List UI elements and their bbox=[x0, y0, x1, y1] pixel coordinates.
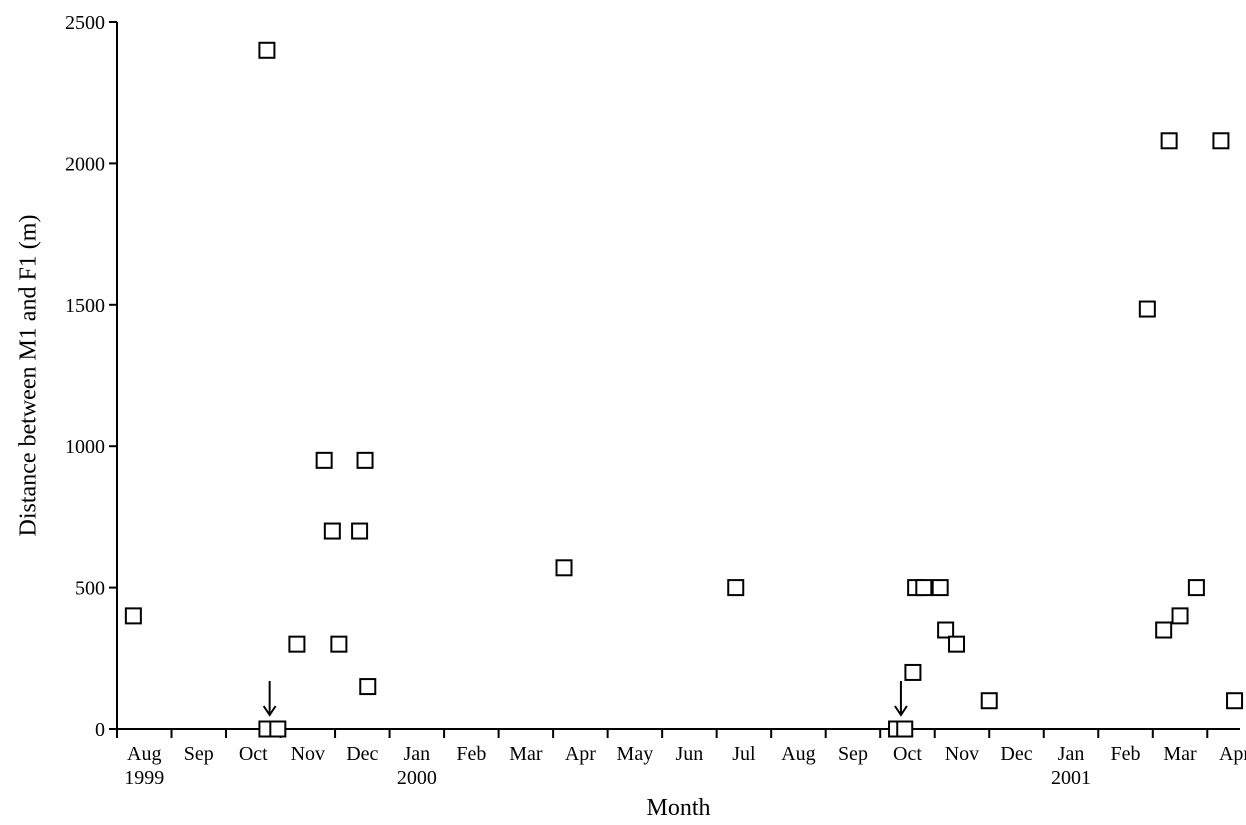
data-point bbox=[359, 678, 377, 696]
data-point bbox=[269, 720, 287, 738]
data-point bbox=[1187, 579, 1205, 597]
data-point bbox=[288, 635, 306, 653]
data-points bbox=[124, 41, 1244, 738]
arrow-annotation bbox=[262, 681, 277, 717]
data-point bbox=[727, 579, 745, 597]
month-label: Nov bbox=[945, 743, 979, 765]
month-label: Jan bbox=[403, 743, 430, 765]
month-label: Oct bbox=[239, 743, 268, 765]
y-tick-label: 1000 bbox=[65, 436, 105, 458]
data-point bbox=[1212, 132, 1230, 150]
y-ticks: 0 500 1000 1500 2000 2500 bbox=[65, 12, 117, 741]
month-label: Feb bbox=[1111, 743, 1141, 765]
x-axis-title: Month bbox=[646, 795, 710, 821]
month-label: Apr bbox=[565, 743, 596, 765]
data-point bbox=[1155, 621, 1173, 639]
month-label: Dec bbox=[1000, 743, 1032, 765]
month-label: Feb bbox=[456, 743, 486, 765]
month-label: Apr bbox=[1219, 743, 1246, 765]
data-point bbox=[1160, 132, 1178, 150]
month-labels: Aug Sep Oct Nov Dec Jan Feb Mar Apr May Jun Jul Aug S… bbox=[127, 743, 1246, 765]
annotations bbox=[262, 681, 908, 717]
year-labels: 1999 2000 2001 bbox=[124, 767, 1091, 789]
data-point bbox=[1226, 692, 1244, 710]
data-point bbox=[904, 663, 922, 681]
data-point bbox=[356, 451, 374, 469]
month-label: Jul bbox=[732, 743, 756, 765]
month-label: Aug bbox=[127, 743, 161, 765]
month-label: Jan bbox=[1058, 743, 1085, 765]
month-label: Sep bbox=[184, 743, 214, 765]
year-label: 2000 bbox=[397, 767, 437, 789]
data-point bbox=[937, 621, 955, 639]
y-tick-label: 500 bbox=[75, 578, 105, 600]
data-point bbox=[896, 720, 914, 738]
data-point bbox=[258, 41, 276, 59]
y-tick-label: 0 bbox=[95, 719, 105, 741]
month-label: Jun bbox=[676, 743, 704, 765]
data-point bbox=[330, 635, 348, 653]
y-tick-label: 2000 bbox=[65, 153, 105, 175]
axes bbox=[116, 22, 1240, 730]
data-point bbox=[1138, 300, 1156, 318]
year-label: 1999 bbox=[124, 767, 164, 789]
data-point bbox=[980, 692, 998, 710]
y-tick-label: 1500 bbox=[65, 295, 105, 317]
month-label: Oct bbox=[893, 743, 922, 765]
data-point bbox=[1171, 607, 1189, 625]
month-label: Mar bbox=[509, 743, 543, 765]
data-point bbox=[315, 451, 333, 469]
month-label: Dec bbox=[346, 743, 378, 765]
data-point bbox=[124, 607, 142, 625]
arrow-annotation bbox=[894, 681, 908, 717]
month-label: Aug bbox=[781, 743, 815, 765]
data-point bbox=[323, 522, 341, 540]
data-point bbox=[915, 579, 933, 597]
month-label: May bbox=[617, 743, 654, 765]
y-axis-title: Distance between M1 and F1 (m) bbox=[16, 215, 42, 537]
month-label: Mar bbox=[1163, 743, 1197, 765]
data-point bbox=[931, 579, 949, 597]
month-label: Nov bbox=[291, 743, 325, 765]
year-label: 2001 bbox=[1051, 767, 1091, 789]
data-point bbox=[351, 522, 369, 540]
month-label: Sep bbox=[838, 743, 868, 765]
y-tick-label: 2500 bbox=[65, 12, 105, 34]
data-point bbox=[948, 635, 966, 653]
data-point bbox=[555, 559, 573, 577]
